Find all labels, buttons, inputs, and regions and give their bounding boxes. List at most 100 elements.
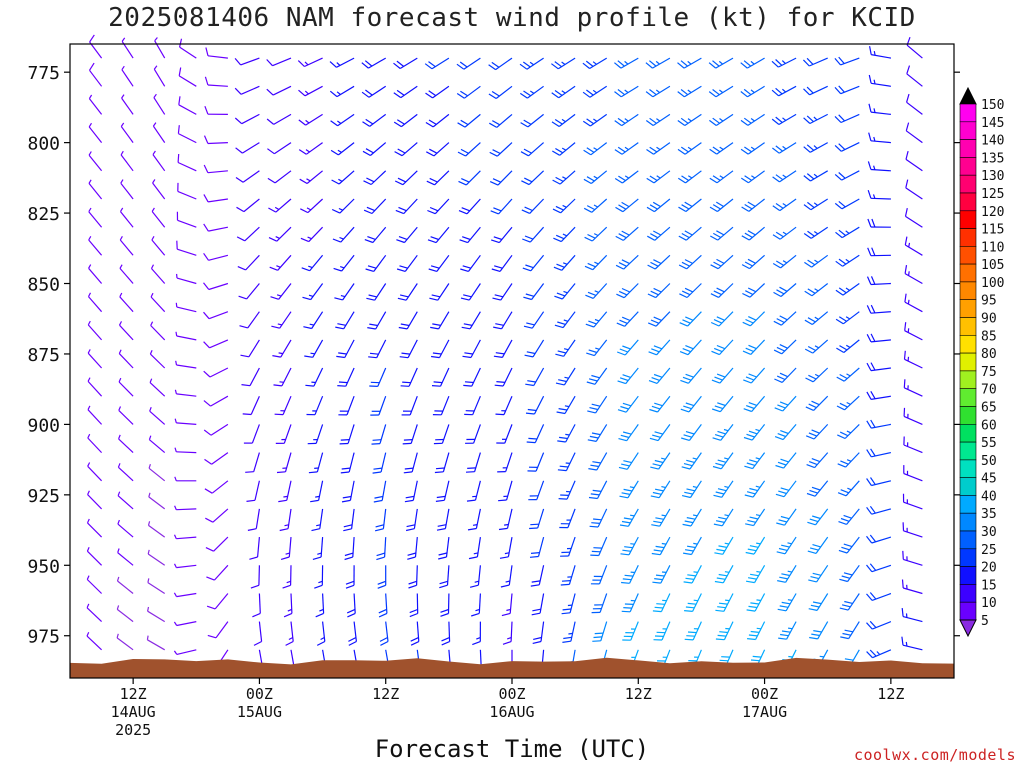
- barb-feather: [379, 636, 388, 642]
- barb-half-feather: [507, 637, 512, 640]
- colorbar-label: 135: [981, 151, 1004, 166]
- wind-barb: [460, 254, 481, 272]
- barb-staff: [621, 142, 639, 155]
- barb-staff: [846, 508, 860, 525]
- wind-barb: [653, 621, 671, 641]
- barb-half-feather: [147, 549, 150, 555]
- wind-barb: [207, 621, 229, 639]
- barb-staff: [242, 142, 260, 154]
- wind-barb: [747, 621, 766, 641]
- barb-staff: [872, 621, 892, 630]
- wind-barb: [280, 537, 292, 560]
- barb-half-feather: [813, 145, 818, 149]
- barb-feather: [305, 384, 314, 387]
- barb-feather: [710, 293, 719, 298]
- barb-feather: [646, 148, 654, 155]
- barb-feather: [866, 420, 872, 429]
- barb-feather: [340, 471, 350, 474]
- barb-feather: [203, 400, 211, 407]
- barb-staff: [118, 438, 134, 454]
- barb-feather: [463, 384, 472, 387]
- barb-staff: [498, 198, 513, 215]
- barb-feather: [651, 405, 661, 410]
- barb-feather: [680, 146, 689, 153]
- barb-feather: [614, 91, 622, 98]
- barb-feather: [621, 230, 630, 236]
- barb-staff: [846, 536, 860, 554]
- wind-barb: [118, 377, 134, 397]
- barb-feather: [363, 209, 373, 215]
- barb-feather: [655, 517, 664, 520]
- barb-staff: [241, 113, 260, 125]
- barb-feather: [622, 374, 631, 378]
- barb-staff: [506, 508, 513, 529]
- wind-barb: [649, 424, 671, 442]
- barb-feather: [839, 431, 849, 437]
- barb-feather: [371, 443, 381, 445]
- barb-staff: [88, 126, 103, 143]
- barb-feather: [441, 637, 450, 642]
- barb-feather: [586, 89, 594, 96]
- colorbar-label: 95: [981, 294, 997, 309]
- barb-staff: [903, 444, 923, 454]
- barb-feather: [438, 552, 448, 556]
- barb-feather: [713, 232, 722, 239]
- barb-staff: [119, 239, 134, 256]
- barb-feather: [618, 466, 628, 470]
- barb-staff: [840, 57, 860, 66]
- barb-staff: [147, 582, 166, 595]
- wind-barb: [310, 480, 324, 503]
- credit-text: coolwx.com/models: [853, 746, 1016, 764]
- wind-barb: [369, 367, 387, 387]
- barb-feather: [437, 524, 447, 527]
- barb-staff: [717, 198, 734, 212]
- barb-staff: [215, 621, 229, 639]
- barb-feather: [396, 60, 404, 67]
- wind-barb: [646, 198, 671, 213]
- barb-feather: [399, 294, 409, 298]
- wind-barb: [837, 452, 860, 468]
- barb-feather: [88, 62, 95, 71]
- wind-barb: [745, 536, 766, 555]
- barb-feather: [492, 297, 501, 301]
- wind-barb: [298, 85, 323, 97]
- barb-feather: [810, 576, 819, 580]
- barb-staff: [563, 367, 576, 386]
- barb-feather: [905, 150, 909, 160]
- barb-feather: [839, 402, 848, 408]
- barb-feather: [345, 580, 355, 585]
- barb-feather: [749, 459, 758, 463]
- barb-feather: [298, 89, 306, 97]
- barb-feather: [375, 524, 385, 528]
- barb-staff: [343, 311, 355, 330]
- barb-staff: [539, 593, 545, 614]
- wind-barb: [489, 142, 513, 157]
- barb-feather: [772, 234, 781, 240]
- barb-feather: [652, 581, 661, 584]
- wind-barb: [150, 292, 166, 313]
- wind-barb: [204, 452, 229, 465]
- barb-staff: [903, 415, 923, 425]
- wind-barb: [393, 85, 418, 99]
- wind-barb: [235, 142, 260, 154]
- wind-barb: [772, 170, 797, 183]
- wind-barb: [740, 57, 765, 69]
- wind-barb: [742, 339, 766, 355]
- barb-feather: [586, 176, 595, 182]
- barb-staff: [467, 226, 481, 243]
- colorbar-label: 25: [981, 543, 997, 558]
- barb-feather: [430, 236, 439, 241]
- barb-feather: [432, 352, 442, 355]
- wind-barb: [525, 367, 545, 387]
- wind-barb: [591, 593, 608, 614]
- colorbar-label: 15: [981, 578, 997, 593]
- barb-staff: [177, 161, 197, 172]
- barb-staff: [778, 85, 797, 97]
- wind-barb: [744, 452, 766, 470]
- barb-feather: [563, 636, 572, 640]
- barb-feather: [901, 608, 904, 617]
- barb-feather: [750, 659, 760, 662]
- barb-half-feather: [119, 207, 124, 212]
- barb-feather: [335, 326, 344, 330]
- barb-feather: [404, 467, 414, 470]
